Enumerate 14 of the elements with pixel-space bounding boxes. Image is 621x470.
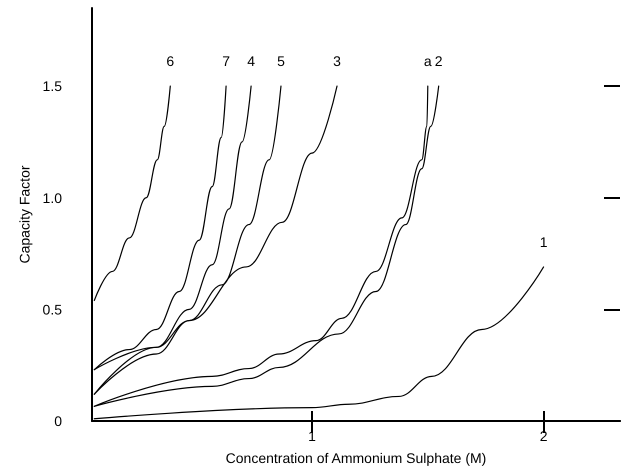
series-label: 7 xyxy=(222,53,230,70)
series-label: 4 xyxy=(247,53,256,70)
x-axis-title: Concentration of Ammonium Sulphate (M) xyxy=(226,450,486,466)
series-label: 2 xyxy=(434,53,443,70)
series-label: 5 xyxy=(277,53,286,70)
series-label: 6 xyxy=(166,53,174,70)
y-tick-label: 1.0 xyxy=(42,190,62,206)
series-label: a xyxy=(424,53,432,70)
y-tick-label: 1.5 xyxy=(42,78,62,94)
y-tick-label: 0.5 xyxy=(42,301,62,318)
series-label: 3 xyxy=(333,53,342,70)
y-axis-title: Capacity Factor xyxy=(16,165,33,264)
y-tick-label: 0 xyxy=(54,413,62,429)
series-label: 1 xyxy=(540,234,548,250)
